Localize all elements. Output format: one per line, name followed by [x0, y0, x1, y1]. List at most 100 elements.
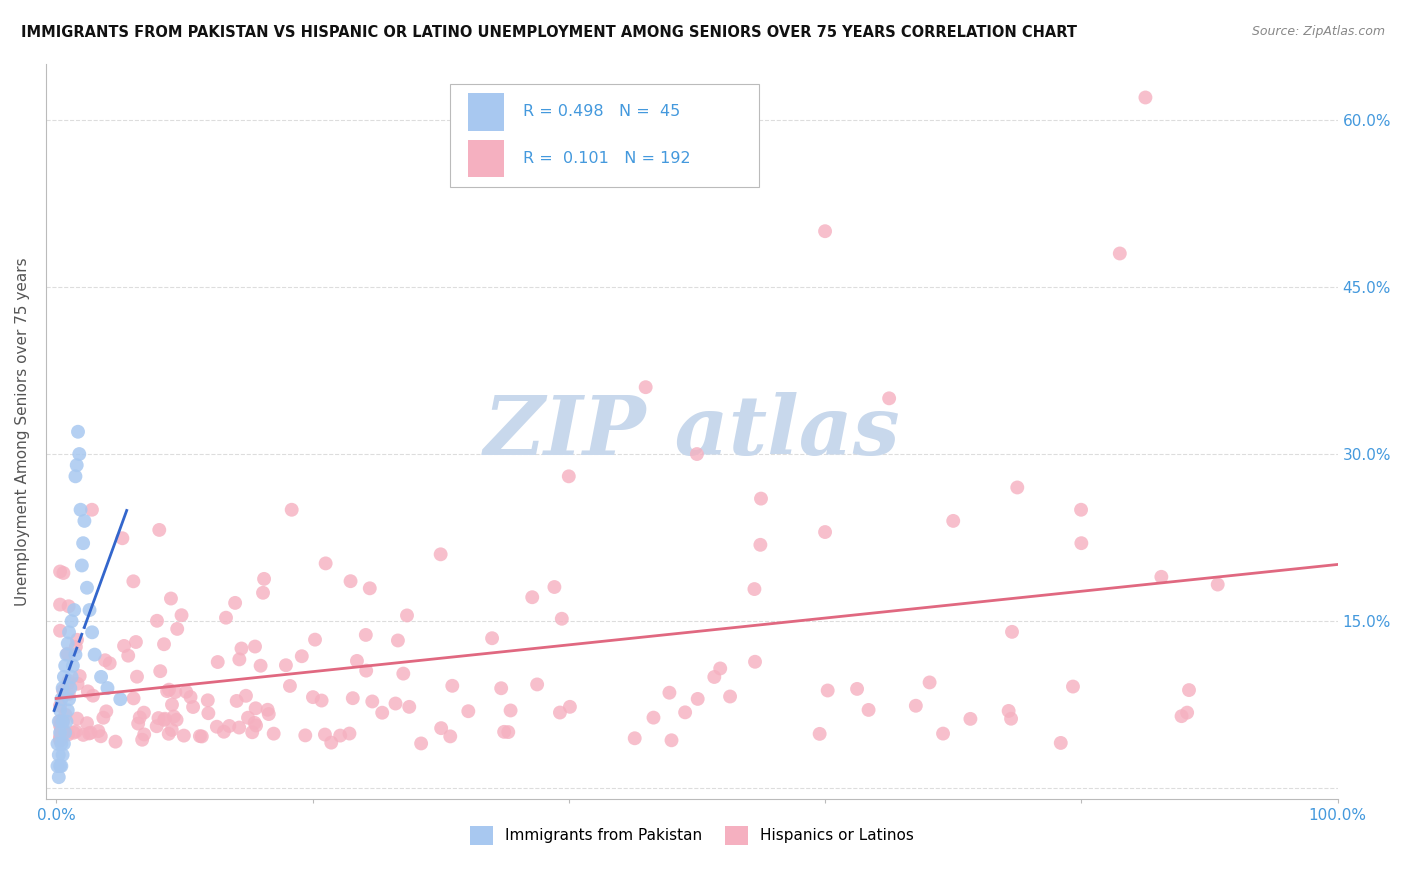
Point	[314, 727, 336, 741]
Point	[197, 693, 219, 707]
Point	[384, 697, 406, 711]
Point	[339, 726, 361, 740]
Point	[457, 704, 479, 718]
Point	[623, 731, 645, 746]
Point	[49, 719, 72, 733]
Point	[441, 679, 464, 693]
Point	[329, 729, 352, 743]
Point	[73, 514, 96, 528]
Point	[243, 640, 266, 654]
Point	[1175, 706, 1198, 720]
Point	[228, 652, 250, 666]
Point	[354, 628, 377, 642]
Point	[526, 677, 548, 691]
Point	[252, 586, 274, 600]
Point	[90, 670, 112, 684]
Point	[1049, 736, 1071, 750]
Point	[932, 726, 955, 740]
Point	[858, 703, 880, 717]
Point	[744, 582, 766, 596]
Point	[157, 682, 180, 697]
Point	[62, 725, 84, 739]
Point	[235, 689, 257, 703]
Point	[942, 514, 965, 528]
Point	[49, 732, 72, 747]
Point	[249, 658, 271, 673]
Point	[153, 637, 176, 651]
Point	[181, 700, 204, 714]
Point	[197, 706, 219, 721]
Point	[58, 599, 80, 614]
Point	[387, 633, 409, 648]
Point	[49, 725, 72, 739]
Point	[207, 655, 229, 669]
Point	[93, 711, 115, 725]
Point	[72, 728, 94, 742]
Point	[66, 425, 89, 439]
Point	[160, 591, 183, 606]
Point	[49, 730, 72, 744]
Point	[749, 538, 772, 552]
Point	[744, 655, 766, 669]
Point	[148, 711, 170, 725]
Point	[496, 725, 519, 739]
Point	[65, 640, 87, 654]
Point	[170, 608, 193, 623]
Point	[128, 710, 150, 724]
Point	[98, 657, 121, 671]
Point	[392, 666, 415, 681]
Point	[82, 689, 104, 703]
Text: R =  0.101   N = 192: R = 0.101 N = 192	[523, 151, 690, 166]
Point	[1000, 712, 1022, 726]
Point	[218, 719, 240, 733]
Point	[1150, 570, 1173, 584]
Point	[65, 648, 87, 662]
Point	[66, 677, 89, 691]
Text: ZIP atlas: ZIP atlas	[484, 392, 900, 472]
Point	[371, 706, 394, 720]
Point	[56, 647, 79, 661]
Point	[1062, 680, 1084, 694]
Point	[156, 684, 179, 698]
Point	[294, 728, 316, 742]
Point	[278, 679, 301, 693]
Point	[160, 723, 183, 737]
Point	[339, 574, 361, 589]
Point	[87, 724, 110, 739]
Point	[46, 759, 69, 773]
Point	[257, 707, 280, 722]
Point	[321, 736, 343, 750]
Point	[1070, 502, 1092, 516]
Point	[80, 502, 103, 516]
Point	[132, 706, 155, 720]
Point	[191, 730, 214, 744]
Point	[55, 648, 77, 662]
Point	[55, 714, 77, 729]
Text: IMMIGRANTS FROM PAKISTAN VS HISPANIC OR LATINO UNEMPLOYMENT AMONG SENIORS OVER 7: IMMIGRANTS FROM PAKISTAN VS HISPANIC OR …	[21, 25, 1077, 40]
Point	[703, 670, 725, 684]
Point	[395, 608, 418, 623]
Point	[709, 661, 731, 675]
Point	[359, 582, 381, 596]
Point	[52, 681, 75, 695]
Point	[70, 558, 93, 573]
Point	[643, 711, 665, 725]
Point	[58, 673, 80, 688]
Point	[718, 690, 741, 704]
Point	[1206, 577, 1229, 591]
Point	[997, 704, 1019, 718]
Point	[58, 692, 80, 706]
Point	[157, 727, 180, 741]
Point	[173, 729, 195, 743]
Point	[122, 691, 145, 706]
Point	[240, 725, 263, 739]
Point	[62, 658, 84, 673]
Point	[127, 716, 149, 731]
Point	[274, 658, 297, 673]
Point	[228, 721, 250, 735]
Point	[49, 565, 72, 579]
Point	[153, 713, 176, 727]
Point	[354, 664, 377, 678]
Point	[439, 730, 461, 744]
Point	[558, 699, 581, 714]
